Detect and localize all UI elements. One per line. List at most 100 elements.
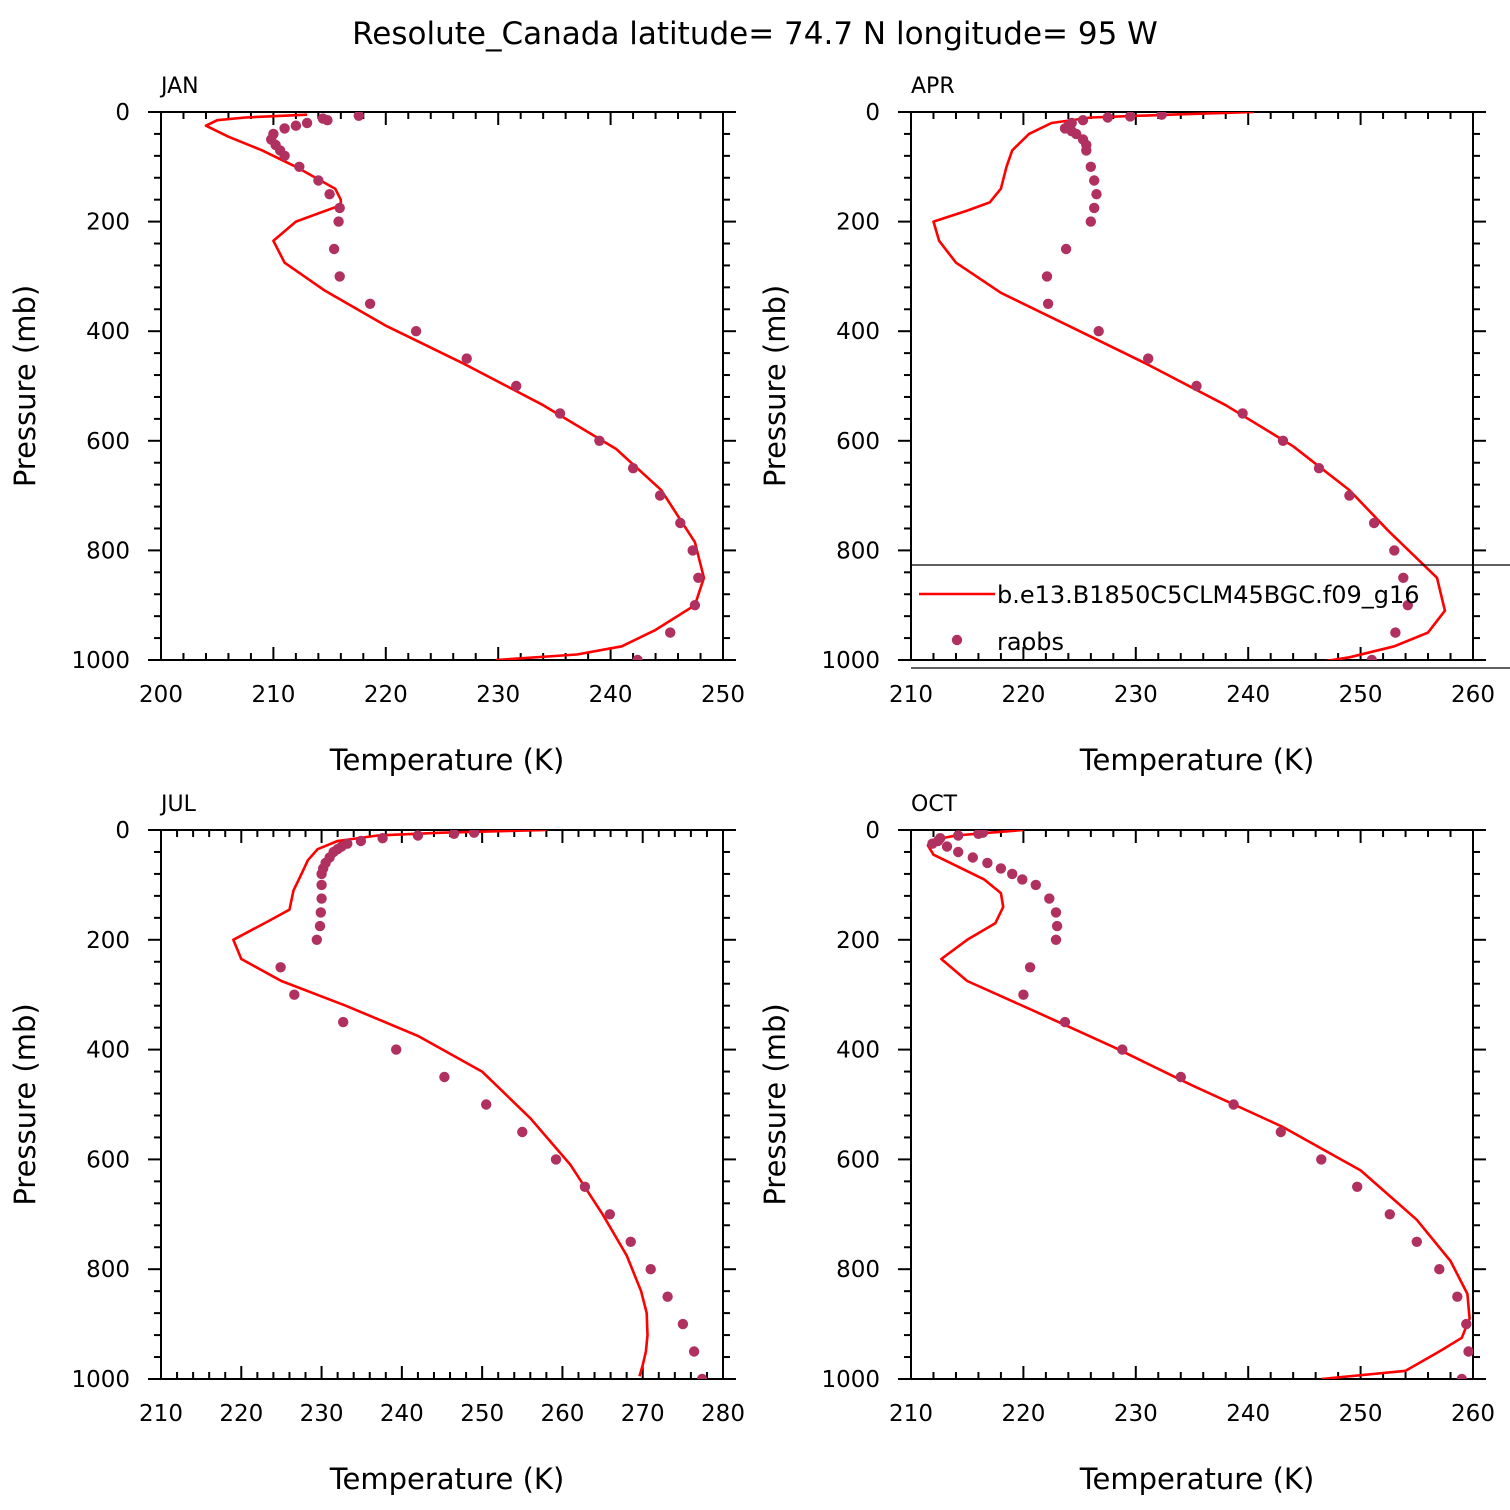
x-tick-label: 260 bbox=[540, 1401, 584, 1427]
x-tick-label: 270 bbox=[621, 1401, 665, 1427]
y-tick-label: 1000 bbox=[71, 648, 130, 674]
figure-title: Resolute_Canada latitude= 74.7 N longitu… bbox=[352, 16, 1158, 52]
raobs-point bbox=[594, 435, 605, 446]
x-tick-label: 210 bbox=[889, 682, 933, 708]
raobs-point bbox=[1277, 435, 1289, 446]
raobs-point bbox=[1024, 962, 1036, 973]
raobs-point bbox=[1089, 202, 1100, 214]
panel-data-layer bbox=[926, 830, 1473, 1379]
raobs-point bbox=[1018, 989, 1029, 1000]
raobs-point bbox=[377, 833, 388, 844]
raobs-point bbox=[967, 852, 978, 863]
panel-month-label: JUL bbox=[159, 792, 197, 817]
x-tick-label: 260 bbox=[1451, 1401, 1495, 1427]
raobs-point bbox=[1402, 600, 1414, 611]
raobs-point bbox=[1456, 1373, 1467, 1379]
x-axis-label: Temperature (K) bbox=[329, 1462, 565, 1496]
raobs-point bbox=[439, 1071, 450, 1083]
x-tick-label: 230 bbox=[1114, 682, 1158, 708]
y-axis-label: Pressure (mb) bbox=[8, 285, 42, 487]
raobs-point bbox=[338, 1016, 349, 1028]
raobs-point bbox=[315, 907, 326, 918]
y-tick-label: 200 bbox=[86, 210, 130, 236]
y-tick-label: 0 bbox=[115, 818, 130, 844]
raobs-point bbox=[1411, 1236, 1423, 1248]
y-tick-label: 800 bbox=[836, 1257, 880, 1283]
y-axis-label: Pressure (mb) bbox=[758, 285, 792, 487]
raobs-point bbox=[364, 298, 376, 309]
raobs-point bbox=[316, 868, 327, 880]
raobs-point bbox=[645, 1264, 656, 1275]
raobs-point bbox=[973, 830, 984, 839]
raobs-point bbox=[1434, 1264, 1445, 1275]
y-tick-label: 1000 bbox=[71, 1367, 130, 1393]
y-tick-label: 200 bbox=[836, 928, 880, 954]
raobs-point bbox=[1344, 490, 1355, 501]
x-tick-label: 250 bbox=[460, 1401, 504, 1427]
raobs-point bbox=[1390, 627, 1401, 638]
raobs-point bbox=[1313, 463, 1325, 474]
y-tick-label: 0 bbox=[115, 100, 130, 126]
y-axis-label: Pressure (mb) bbox=[758, 1003, 792, 1205]
raobs-point bbox=[953, 846, 964, 858]
raobs-point bbox=[693, 572, 704, 583]
x-tick-label: 210 bbox=[139, 1401, 183, 1427]
raobs-point bbox=[410, 326, 422, 337]
x-tick-label: 240 bbox=[1226, 682, 1270, 708]
raobs-point bbox=[517, 1126, 528, 1138]
raobs-point bbox=[294, 161, 305, 172]
raobs-point bbox=[1050, 934, 1062, 945]
raobs-point bbox=[1463, 1346, 1473, 1357]
panel-jan: 200 210 220 230 240 250 0 200 400 600 800 1000 JAN Te… bbox=[8, 74, 745, 777]
raobs-point bbox=[1042, 298, 1054, 309]
raobs-point bbox=[275, 962, 286, 973]
x-tick-label: 220 bbox=[1001, 682, 1045, 708]
raobs-point bbox=[1059, 1016, 1071, 1028]
raobs-point bbox=[334, 271, 345, 282]
panel-data-layer bbox=[932, 112, 1447, 660]
panel-frame bbox=[910, 111, 1474, 661]
raobs-point bbox=[1117, 1044, 1128, 1055]
raobs-point bbox=[632, 654, 643, 660]
raobs-point bbox=[696, 1373, 708, 1379]
raobs-point bbox=[1085, 161, 1097, 172]
raobs-point bbox=[579, 1181, 591, 1193]
raobs-point bbox=[689, 600, 701, 611]
raobs-point bbox=[481, 1099, 492, 1110]
raobs-point bbox=[268, 128, 279, 140]
panel-oct: 210 220 230 240 250 260 0 200 400 600 800 1000 OCT Te… bbox=[758, 792, 1495, 1496]
x-tick-label: 260 bbox=[1451, 682, 1495, 708]
x-axis-label: Temperature (K) bbox=[1079, 743, 1315, 777]
x-axis-label: Temperature (K) bbox=[329, 743, 565, 777]
raobs-point bbox=[1237, 408, 1248, 419]
model-profile-line bbox=[926, 830, 1471, 1379]
y-axis-label: Pressure (mb) bbox=[8, 1003, 42, 1205]
raobs-point bbox=[1077, 115, 1089, 126]
raobs-point bbox=[675, 517, 686, 529]
legend-obs-label: raobs bbox=[997, 628, 1064, 656]
y-tick-label: 1000 bbox=[821, 648, 880, 674]
raobs-point bbox=[355, 835, 367, 847]
x-tick-label: 230 bbox=[476, 682, 520, 708]
raobs-point bbox=[1060, 243, 1072, 255]
raobs-point bbox=[511, 380, 522, 392]
model-profile-line bbox=[932, 112, 1447, 660]
raobs-point bbox=[1044, 893, 1055, 904]
panel-data-layer bbox=[232, 830, 708, 1379]
raobs-point bbox=[1389, 545, 1400, 556]
raobs-point bbox=[1081, 145, 1092, 156]
raobs-point bbox=[1093, 326, 1104, 337]
x-tick-label: 210 bbox=[889, 1401, 933, 1427]
raobs-point bbox=[1125, 112, 1136, 122]
raobs-point bbox=[1085, 216, 1097, 227]
y-tick-label: 200 bbox=[86, 928, 130, 954]
raobs-point bbox=[1275, 1126, 1287, 1138]
raobs-point bbox=[316, 879, 327, 891]
y-tick-label: 600 bbox=[836, 429, 880, 455]
raobs-point bbox=[927, 838, 938, 849]
x-tick-label: 220 bbox=[364, 682, 408, 708]
raobs-point bbox=[353, 112, 364, 121]
raobs-point bbox=[995, 863, 1007, 874]
x-tick-label: 240 bbox=[1226, 1401, 1270, 1427]
raobs-point bbox=[1228, 1099, 1239, 1110]
